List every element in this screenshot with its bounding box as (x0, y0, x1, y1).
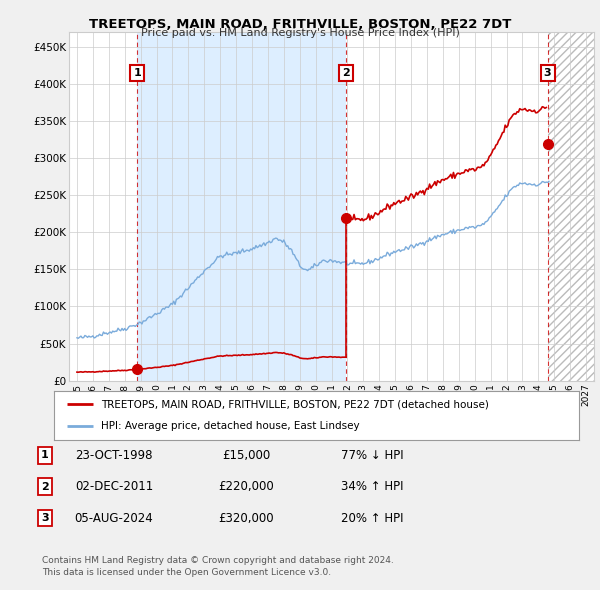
Bar (548, 32, 594, 381)
Text: £220,000: £220,000 (218, 480, 274, 493)
Text: £15,000: £15,000 (222, 449, 270, 462)
Text: Price paid vs. HM Land Registry's House Price Index (HPI): Price paid vs. HM Land Registry's House … (140, 28, 460, 38)
Bar (137, 32, 346, 381)
Text: 2: 2 (41, 482, 49, 491)
Text: 1: 1 (134, 68, 141, 78)
Text: 2: 2 (342, 68, 350, 78)
Text: 77% ↓ HPI: 77% ↓ HPI (341, 449, 403, 462)
Text: 23-OCT-1998: 23-OCT-1998 (75, 449, 153, 462)
Text: 05-AUG-2024: 05-AUG-2024 (74, 512, 154, 525)
Text: This data is licensed under the Open Government Licence v3.0.: This data is licensed under the Open Gov… (42, 568, 331, 577)
Text: 3: 3 (544, 68, 551, 78)
Text: TREETOPS, MAIN ROAD, FRITHVILLE, BOSTON, PE22 7DT (detached house): TREETOPS, MAIN ROAD, FRITHVILLE, BOSTON,… (101, 399, 489, 409)
Text: Contains HM Land Registry data © Crown copyright and database right 2024.: Contains HM Land Registry data © Crown c… (42, 556, 394, 565)
Text: 20% ↑ HPI: 20% ↑ HPI (341, 512, 403, 525)
Text: £320,000: £320,000 (218, 512, 274, 525)
Text: HPI: Average price, detached house, East Lindsey: HPI: Average price, detached house, East… (101, 421, 360, 431)
Text: TREETOPS, MAIN ROAD, FRITHVILLE, BOSTON, PE22 7DT: TREETOPS, MAIN ROAD, FRITHVILLE, BOSTON,… (89, 18, 511, 31)
Text: 1: 1 (41, 451, 49, 460)
Text: 34% ↑ HPI: 34% ↑ HPI (341, 480, 403, 493)
Text: 3: 3 (41, 513, 49, 523)
Text: 02-DEC-2011: 02-DEC-2011 (75, 480, 153, 493)
